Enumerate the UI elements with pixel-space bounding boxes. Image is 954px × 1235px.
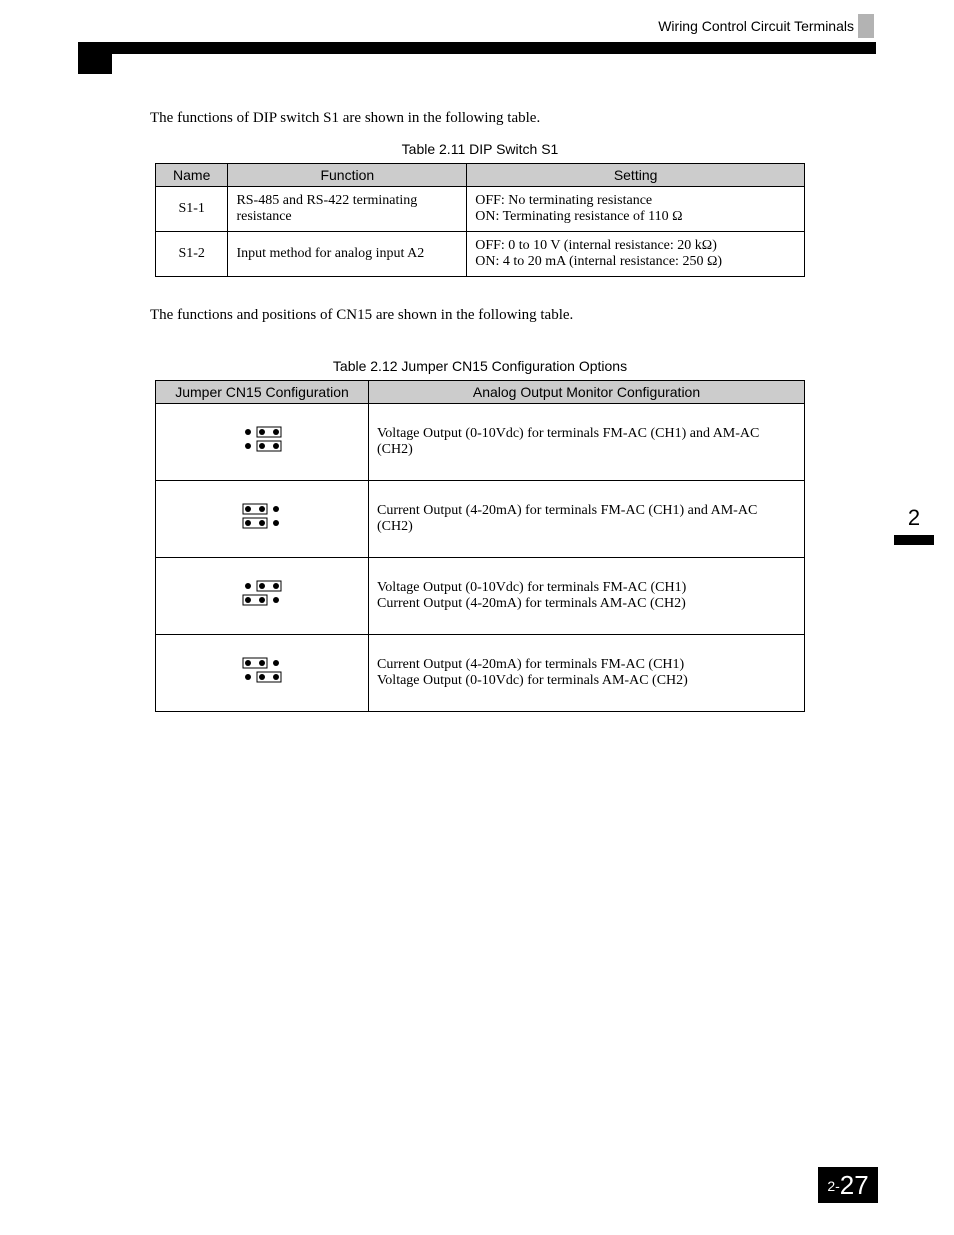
table-row: S1-2Input method for analog input A2OFF:… <box>156 232 805 277</box>
table-row: Voltage Output (0-10Vdc) for terminals F… <box>156 404 805 481</box>
table1-caption: Table 2.11 DIP Switch S1 <box>150 141 810 157</box>
table2-th-config: Jumper CN15 Configuration <box>156 381 369 404</box>
table2-th-desc: Analog Output Monitor Configuration <box>369 381 805 404</box>
table-row: Voltage Output (0-10Vdc) for terminals F… <box>156 558 805 635</box>
cell-name: S1-2 <box>156 232 228 277</box>
cell-name: S1-1 <box>156 187 228 232</box>
cell-setting: OFF: 0 to 10 V (internal resistance: 20 … <box>467 232 805 277</box>
table-row: S1-1RS-485 and RS-422 terminating resist… <box>156 187 805 232</box>
jumper-icon <box>240 656 284 685</box>
footer-page: 27 <box>840 1170 869 1200</box>
paragraph-2: The functions and positions of CN15 are … <box>150 307 810 324</box>
content-area: The functions of DIP switch S1 are shown… <box>150 110 810 742</box>
footer-chapter: 2- <box>827 1178 839 1194</box>
cell-jumper-description: Current Output (4-20mA) for terminals FM… <box>369 481 805 558</box>
page-header: Wiring Control Circuit Terminals <box>0 0 954 60</box>
table-jumper-cn15: Jumper CN15 Configuration Analog Output … <box>155 380 805 712</box>
paragraph-1: The functions of DIP switch S1 are shown… <box>150 110 810 127</box>
header-grey-block <box>858 14 874 38</box>
table-row: Current Output (4-20mA) for terminals FM… <box>156 635 805 712</box>
cell-jumper-diagram <box>156 481 369 558</box>
table1-th-setting: Setting <box>467 164 805 187</box>
cell-function: Input method for analog input A2 <box>228 232 467 277</box>
cell-jumper-description: Voltage Output (0-10Vdc) for terminals F… <box>369 404 805 481</box>
page-number-box: 2-27 <box>818 1167 878 1203</box>
jumper-icon <box>240 425 284 454</box>
header-left-stub <box>78 42 112 74</box>
cell-jumper-description: Current Output (4-20mA) for terminals FM… <box>369 635 805 712</box>
cell-jumper-description: Voltage Output (0-10Vdc) for terminals F… <box>369 558 805 635</box>
table1-th-name: Name <box>156 164 228 187</box>
cell-setting: OFF: No terminating resistanceON: Termin… <box>467 187 805 232</box>
table2-header-row: Jumper CN15 Configuration Analog Output … <box>156 381 805 404</box>
jumper-icon <box>240 502 284 531</box>
table2-caption: Table 2.12 Jumper CN15 Configuration Opt… <box>150 358 810 374</box>
side-chapter-tab: 2 <box>894 505 934 545</box>
cell-jumper-diagram <box>156 635 369 712</box>
cell-jumper-diagram <box>156 558 369 635</box>
table1-header-row: Name Function Setting <box>156 164 805 187</box>
side-tab-bar <box>894 535 934 545</box>
header-black-bar <box>78 42 876 54</box>
table1-th-function: Function <box>228 164 467 187</box>
cell-function: RS-485 and RS-422 terminating resistance <box>228 187 467 232</box>
cell-jumper-diagram <box>156 404 369 481</box>
table-row: Current Output (4-20mA) for terminals FM… <box>156 481 805 558</box>
header-section-title: Wiring Control Circuit Terminals <box>658 18 854 34</box>
jumper-icon <box>240 579 284 608</box>
table-dip-switch: Name Function Setting S1-1RS-485 and RS-… <box>155 163 805 277</box>
side-chapter-number: 2 <box>908 505 920 530</box>
